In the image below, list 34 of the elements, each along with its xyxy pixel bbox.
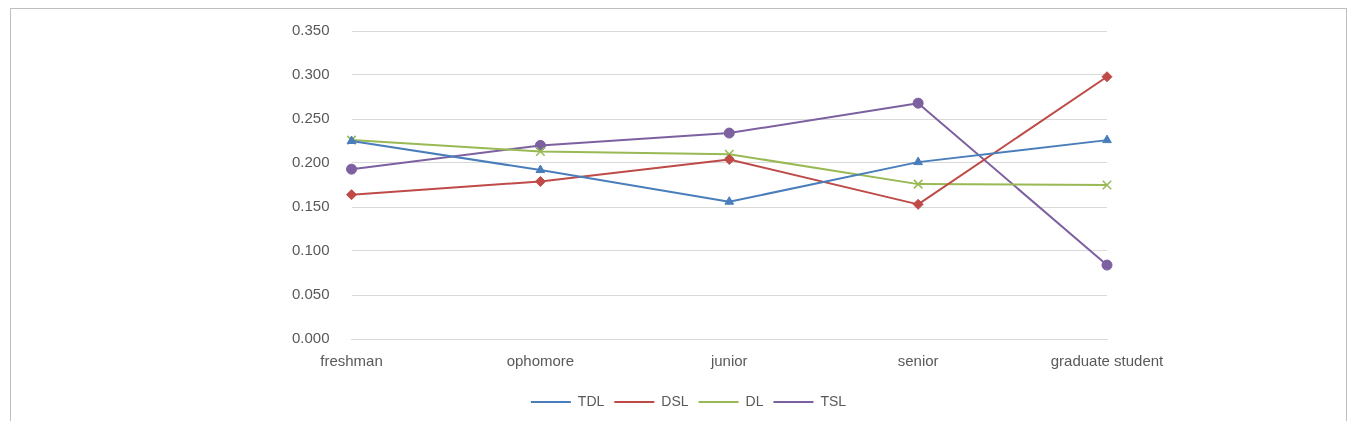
point [346,163,358,175]
point [724,196,735,205]
y-tick-label: 0.250 [291,109,330,127]
y-tick-label: 0.300 [291,65,330,83]
point [912,97,924,109]
y-tick-label: 0.100 [291,241,330,259]
point [1102,180,1112,190]
point [723,127,735,139]
x-tick-label: ophomore [506,352,575,370]
point [913,179,924,190]
point [1102,134,1112,144]
legend-label: DL [745,392,764,409]
x-tick-label: junior [709,352,748,370]
point [535,146,546,157]
point [534,175,546,187]
point [724,149,735,160]
legend-label: DSL [661,392,689,409]
x-tick-label: graduate student [1050,352,1165,370]
point [346,189,358,201]
point [1101,71,1113,83]
y-tick-label: 0.050 [291,285,330,303]
x-tick-label: senior [897,352,939,370]
point [723,153,735,165]
point [912,198,924,210]
x-tick-label: freshman [320,352,383,370]
point [1101,259,1113,271]
legend-label: TDL [577,392,605,409]
y-tick-label: 0.200 [291,153,330,171]
point [535,164,546,174]
point [913,156,923,166]
legend-label: TSL [820,392,847,409]
y-tick-label: 0.000 [291,329,330,347]
y-tick-label: 0.350 [291,21,330,39]
y-tick-label: 0.150 [291,197,330,215]
